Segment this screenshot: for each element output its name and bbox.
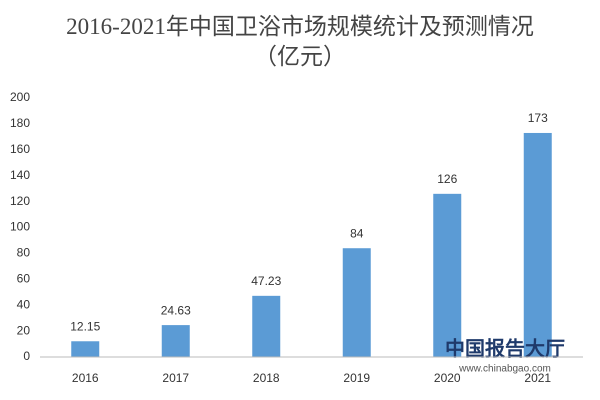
value-label: 12.15	[70, 319, 100, 333]
x-tick-label: 2016	[72, 371, 99, 385]
y-tick-label: 120	[10, 194, 30, 208]
watermark-name: 中国报告大厅	[445, 336, 565, 360]
y-tick-label: 180	[10, 116, 30, 130]
y-tick-label: 20	[17, 323, 31, 337]
bar	[161, 325, 190, 357]
value-label: 24.63	[161, 303, 191, 317]
x-tick-label: 2020	[434, 371, 461, 385]
y-tick-label: 160	[10, 142, 30, 156]
y-tick-label: 40	[17, 297, 31, 311]
value-label: 84	[350, 226, 364, 240]
bar	[523, 132, 552, 357]
x-tick-label: 2017	[162, 371, 189, 385]
value-label: 173	[528, 111, 548, 125]
y-tick-label: 60	[17, 271, 31, 285]
bar	[252, 295, 281, 357]
y-tick-label: 140	[10, 168, 30, 182]
watermark-url: www.chinabgao.com	[458, 364, 551, 375]
x-tick-label: 2019	[343, 371, 370, 385]
x-tick-label: 2021	[524, 371, 551, 385]
chart-title: 2016-2021年中国卫浴市场规模统计及预测情况（亿元）	[66, 14, 534, 69]
bar	[342, 248, 371, 357]
value-label: 47.23	[251, 274, 281, 288]
bar	[433, 193, 462, 357]
y-tick-label: 200	[10, 90, 30, 104]
y-tick-label: 100	[10, 220, 30, 234]
bar	[71, 341, 100, 357]
y-tick-label: 80	[17, 246, 31, 260]
value-label: 126	[437, 172, 457, 186]
x-tick-label: 2018	[253, 371, 280, 385]
y-tick-label: 0	[23, 349, 30, 363]
